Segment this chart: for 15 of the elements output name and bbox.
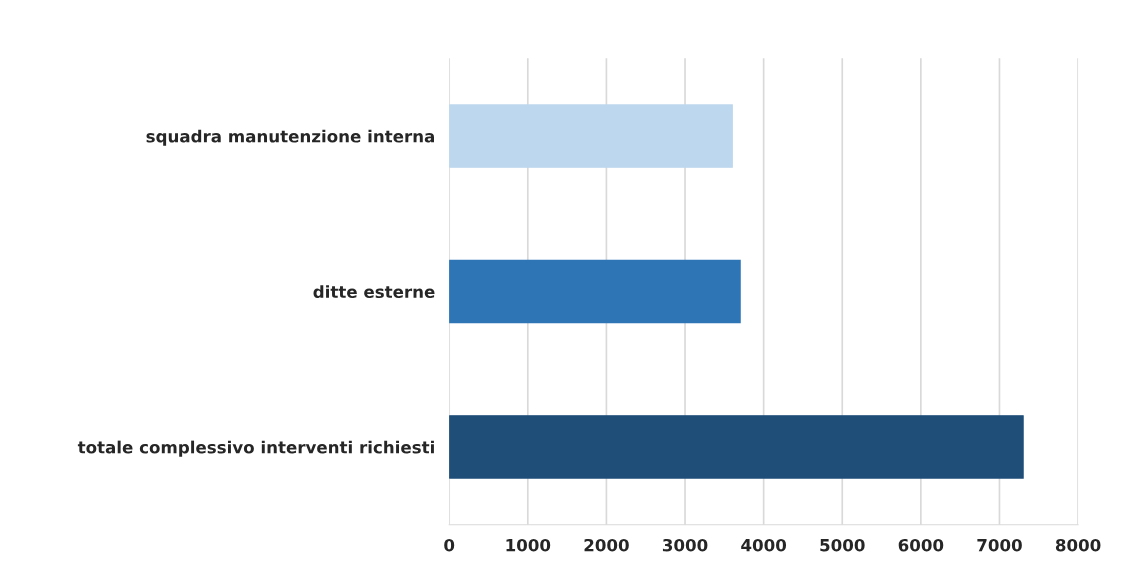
x-tick-label: 6000 — [898, 538, 944, 552]
y-tick-label: squadra manutenzione interna — [146, 129, 434, 146]
bar — [449, 104, 733, 168]
bar — [449, 259, 741, 324]
x-tick-label: 1000 — [506, 538, 551, 552]
x-tick-label: 7000 — [977, 538, 1022, 552]
x-tick-label: 2000 — [584, 538, 629, 552]
x-tick-label: 3000 — [662, 538, 708, 552]
x-tick-label: 8000 — [1055, 538, 1101, 552]
x-tick-label: 5000 — [820, 538, 865, 552]
x-tick-label: 4000 — [741, 538, 787, 552]
y-tick-label: totale complessivo interventi richiesti — [77, 440, 434, 457]
bar — [449, 415, 1024, 479]
x-tick-label: 0 — [444, 538, 455, 552]
y-tick-label: ditte esterne — [313, 285, 435, 299]
